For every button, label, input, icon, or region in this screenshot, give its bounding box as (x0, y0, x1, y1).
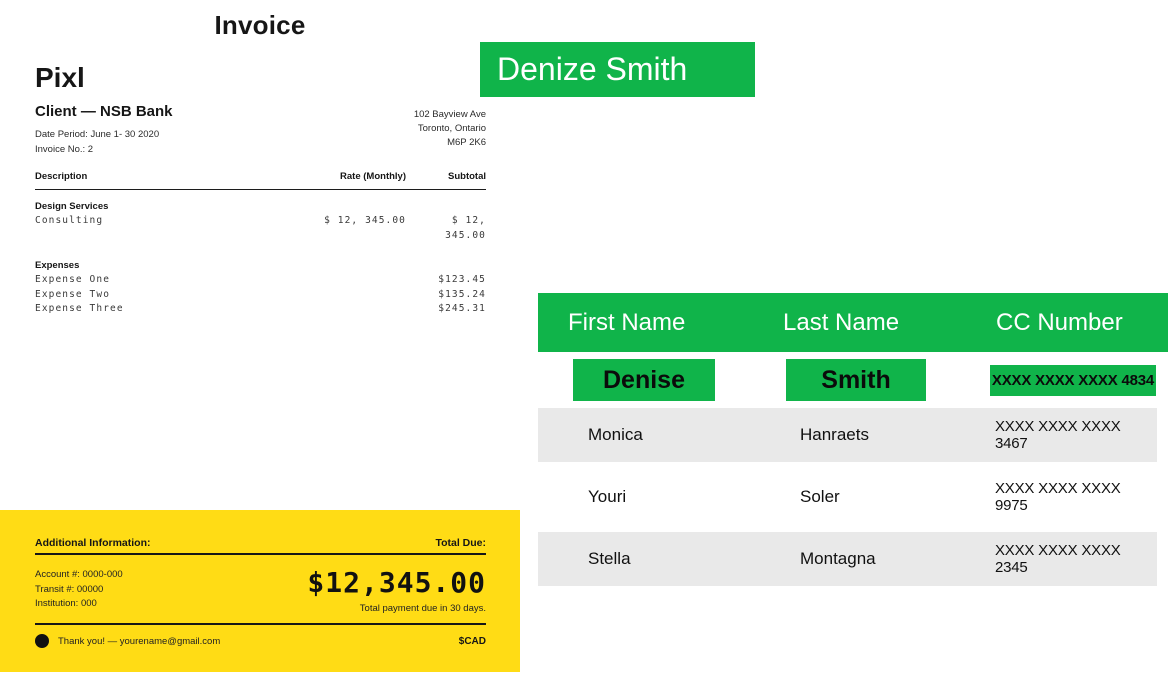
address-line: Toronto, Ontario (417, 123, 486, 134)
col-header-subtotal: Subtotal (448, 171, 486, 182)
table-row[interactable]: Stella Montagna XXXX XXXX XXXX 2345 (538, 532, 1157, 586)
invoice-meta: Date Period: June 1- 30 2020 Invoice No.… (35, 127, 159, 157)
summary-header: Additional Information: Total Due: (35, 510, 486, 549)
item-subtotal: $245.31 (438, 303, 486, 314)
table-row[interactable]: Monica Hanraets XXXX XXXX XXXX 3467 (538, 408, 1157, 462)
cell-cc-number-highlighted[interactable]: XXXX XXXX XXXX 4834 (990, 364, 1156, 396)
thank-you-line: Thank you! — yourename@gmail.com (35, 634, 220, 648)
cc-table: First Name Last Name CC Number Denise Sm… (538, 293, 1168, 586)
divider (35, 623, 486, 625)
additional-info-label: Additional Information: (35, 537, 151, 549)
total-due-label: Total Due: (435, 537, 486, 549)
client-address: 102 Bayview Ave Toronto, Ontario M6P 2K6 (414, 108, 486, 150)
company-name: Pixl (35, 62, 85, 93)
summary-footer: Thank you! — yourename@gmail.com $CAD (35, 634, 486, 648)
col-header-rate: Rate (Monthly) (340, 171, 406, 182)
cell-last-name[interactable]: Montagna (800, 549, 876, 568)
section-expenses: Expenses (35, 260, 80, 271)
cell-last-name[interactable]: Soler (800, 487, 840, 506)
thank-you-text: Thank you! — yourename@gmail.com (58, 635, 221, 647)
cell-cc-number[interactable]: XXXX XXXX XXXX 3467 (995, 418, 1121, 452)
client-name: Client — NSB Bank (35, 103, 173, 120)
cell-first-name-highlighted[interactable]: Denise (573, 359, 715, 401)
cell-last-name[interactable]: Hanraets (800, 425, 869, 444)
cell-first-name[interactable]: Youri (588, 487, 627, 506)
bank-details: Account #: 0000-000 Transit #: 00000 Ins… (35, 568, 123, 614)
payment-terms: Total payment due in 30 days. (359, 603, 486, 614)
item-subtotal: $123.45 (438, 274, 486, 285)
header-first-name: First Name (568, 308, 686, 336)
logo-dot-icon (35, 634, 49, 648)
total-block: $12,345.00 Total payment due in 30 days. (307, 566, 486, 615)
highlighted-name-tag[interactable]: Denize Smith (480, 42, 755, 97)
payment-summary-panel: Additional Information: Total Due: Accou… (0, 510, 520, 672)
date-period: Date Period: June 1- 30 2020 (35, 129, 160, 140)
item-description: Expense Two (35, 288, 111, 300)
item-description: Expense Three (35, 303, 124, 314)
line-item-consulting: Consulting $ 12, 345.00 $ 12, 345.00 (35, 214, 486, 243)
item-subtotal: $ 12, 345.00 (445, 215, 486, 241)
institution-number: Institution: 000 (35, 598, 97, 609)
header-cc-number: CC Number (996, 308, 1123, 336)
invoice-number: Invoice No.: 2 (35, 144, 94, 155)
cell-last-name-highlighted[interactable]: Smith (786, 359, 926, 401)
item-description: Expense One (35, 274, 111, 285)
line-item-expense-three: Expense Three $245.31 (35, 302, 486, 317)
address-line: M6P 2K6 (447, 137, 486, 148)
transit-number: Transit #: 00000 (35, 583, 104, 595)
table-row[interactable]: Youri Soler XXXX XXXX XXXX 9975 (538, 470, 1157, 524)
col-header-description: Description (35, 171, 88, 182)
line-items-header: Description Rate (Monthly) Subtotal (35, 171, 486, 190)
cell-first-name[interactable]: Stella (588, 549, 631, 568)
summary-body: Account #: 0000-000 Transit #: 00000 Ins… (35, 566, 486, 615)
table-row-highlighted[interactable]: Denise Smith XXXX XXXX XXXX 4834 (538, 359, 1157, 401)
invoice-title: Invoice (214, 10, 306, 40)
total-amount: $12,345.00 (307, 566, 486, 599)
header-last-name: Last Name (783, 308, 900, 336)
divider (35, 553, 486, 555)
currency-label: $CAD (458, 635, 486, 647)
line-items-table: Description Rate (Monthly) Subtotal Desi… (35, 171, 486, 317)
item-description: Consulting (35, 215, 104, 226)
item-subtotal: $135.24 (438, 288, 486, 300)
invoice-document: Invoice Pixl Client — NSB Bank Date Peri… (0, 0, 520, 675)
cc-table-header: First Name Last Name CC Number (538, 293, 1168, 352)
line-item-expense-one: Expense One $123.45 (35, 273, 486, 288)
line-item-expense-two: Expense Two $135.24 (35, 288, 486, 303)
cell-cc-number[interactable]: XXXX XXXX XXXX 9975 (995, 480, 1121, 514)
cell-first-name[interactable]: Monica (588, 425, 643, 444)
address-line: 102 Bayview Ave (413, 109, 486, 120)
section-design-services: Design Services (35, 201, 109, 212)
account-number: Account #: 0000-000 (35, 569, 123, 580)
item-rate: $ 12, 345.00 (324, 215, 406, 226)
cell-cc-number[interactable]: XXXX XXXX XXXX 2345 (995, 542, 1121, 576)
